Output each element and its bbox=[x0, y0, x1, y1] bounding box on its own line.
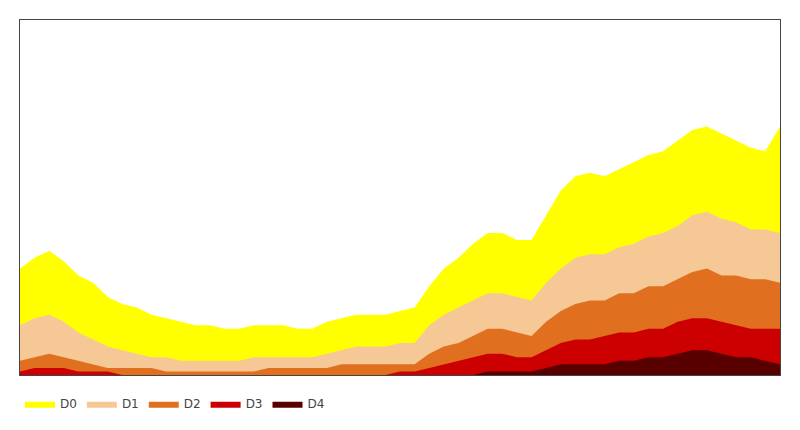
svg-text:D0: D0 bbox=[60, 397, 77, 411]
svg-text:D4: D4 bbox=[308, 397, 325, 411]
svg-text:D2: D2 bbox=[184, 397, 201, 411]
svg-text:D1: D1 bbox=[122, 397, 139, 411]
svg-text:D3: D3 bbox=[246, 397, 263, 411]
